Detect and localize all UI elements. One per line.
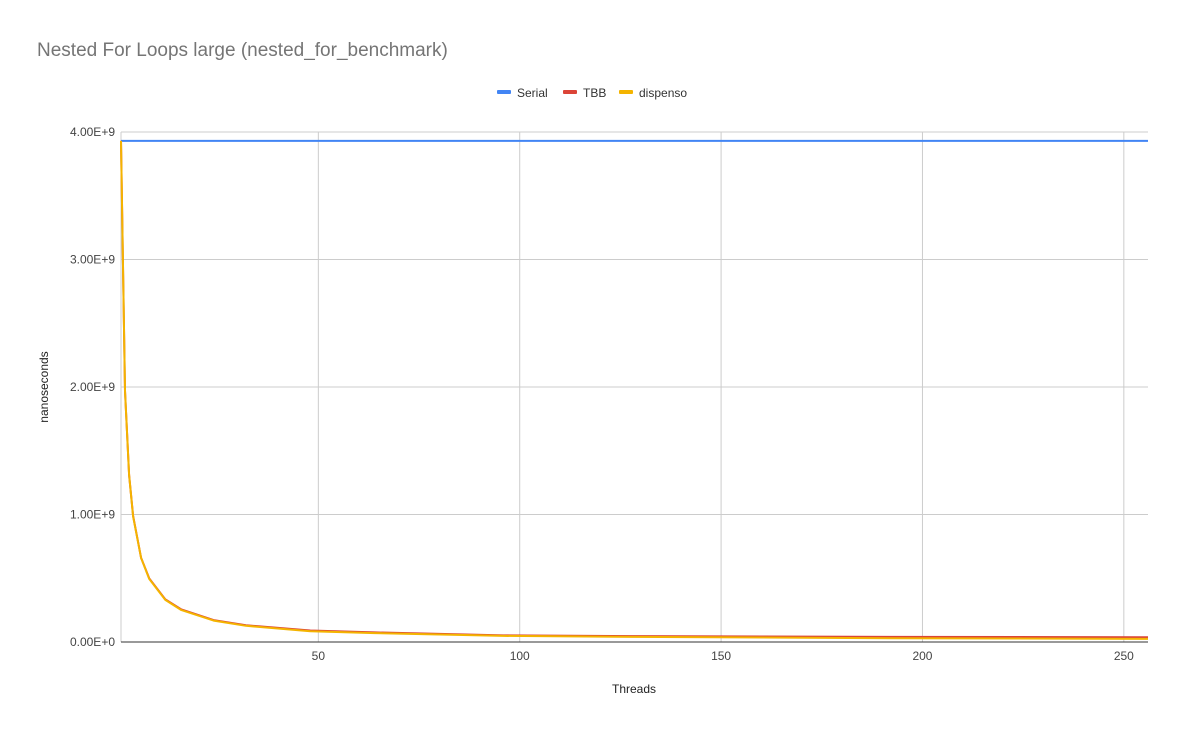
legend-swatch-serial — [497, 90, 511, 94]
y-tick-label: 0.00E+0 — [70, 635, 115, 649]
series-line-dispenso — [120, 140, 1149, 640]
legend-swatch-tbb — [563, 90, 577, 94]
x-tick-label: 200 — [912, 649, 932, 663]
x-tick-label: 150 — [711, 649, 731, 663]
x-axis-ticks: 50 100 150 200 250 — [312, 649, 1135, 663]
chart-title: Nested For Loops large (nested_for_bench… — [37, 40, 448, 61]
x-tick-label: 100 — [510, 649, 530, 663]
legend-swatch-dispenso — [619, 90, 633, 94]
legend: Serial TBB dispenso — [497, 86, 687, 100]
y-tick-label: 1.00E+9 — [70, 508, 115, 522]
y-tick-label: 3.00E+9 — [70, 253, 115, 267]
legend-label-serial: Serial — [517, 86, 548, 100]
y-axis-ticks: 0.00E+0 1.00E+9 2.00E+9 3.00E+9 4.00E+9 — [70, 125, 115, 649]
grid — [120, 131, 1148, 642]
legend-label-dispenso: dispenso — [639, 86, 687, 100]
y-tick-label: 2.00E+9 — [70, 380, 115, 394]
x-tick-label: 250 — [1114, 649, 1134, 663]
series-line-tbb — [120, 140, 1149, 639]
y-tick-label: 4.00E+9 — [70, 125, 115, 139]
x-axis-label: Threads — [612, 682, 656, 696]
legend-label-tbb: TBB — [583, 86, 606, 100]
series-lines — [120, 139, 1149, 640]
y-axis-label: nanoseconds — [37, 351, 51, 422]
x-tick-label: 50 — [312, 649, 326, 663]
